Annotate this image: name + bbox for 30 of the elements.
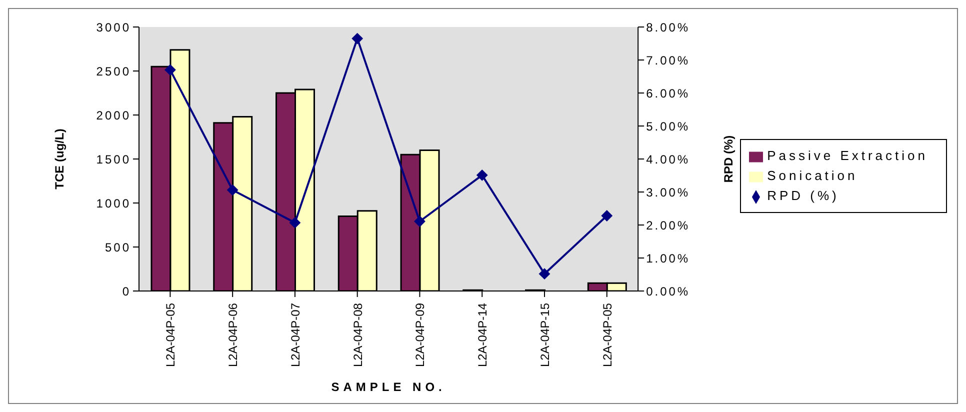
y-tick-label: 500 (104, 240, 131, 254)
y2-axis-title: RPD (%) (721, 135, 736, 183)
x-tick-label: L2A-04P-06 (226, 302, 240, 368)
y2-tick-label: 0.00% (646, 284, 690, 298)
y2-tick-label: 6.00% (646, 86, 690, 100)
x-axis-title: SAMPLE NO. (331, 380, 446, 394)
y2-tick-label: 1.00% (646, 251, 690, 266)
y2-tick-label: 5.00% (646, 119, 690, 134)
y2-tick-label: 3.00% (646, 185, 690, 200)
y-tick-label: 0 (122, 284, 131, 298)
y-tick-label: 3000 (96, 20, 131, 34)
x-tick-label: L2A-04P-07 (288, 302, 302, 368)
x-tick-label: L2A-04P-05 (600, 302, 614, 368)
y-tick-label: 2500 (96, 64, 131, 78)
y2-tick-label: 4.00% (646, 152, 690, 166)
x-tick-label: L2A-04P-05 (164, 302, 178, 368)
legend-label: RPD (%) (767, 188, 840, 203)
x-tick-label: L2A-04P-14 (476, 302, 490, 368)
y-axis-title: TCE (ug/L) (52, 128, 66, 190)
x-tick-label: L2A-04P-08 (350, 302, 365, 368)
legend-label: Sonication (767, 168, 858, 183)
y2-tick-label: 8.00% (646, 20, 690, 34)
legend-label: Passive Extraction (767, 148, 928, 163)
y2-tick-label: 2.00% (646, 218, 690, 232)
x-tick-label: L2A-04P-15 (538, 302, 552, 368)
y-tick-label: 1000 (96, 196, 131, 210)
y2-tick-label: 7.00% (646, 53, 690, 68)
y-tick-label: 2000 (96, 108, 131, 122)
x-tick-label: L2A-04P-09 (413, 302, 428, 368)
y-tick-label: 1500 (96, 152, 131, 166)
